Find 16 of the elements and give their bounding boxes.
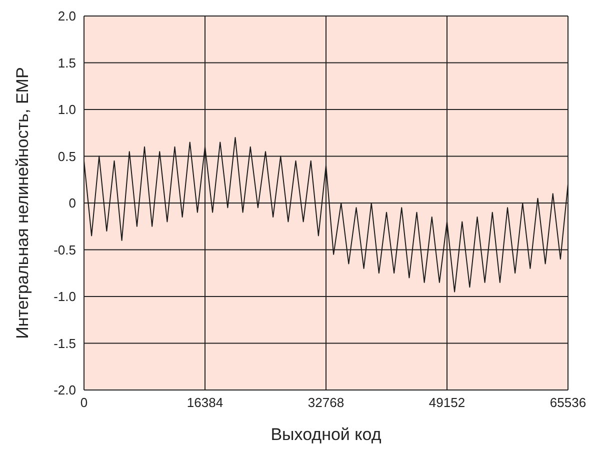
x-tick-label: 49152 — [428, 395, 466, 410]
y-tick-label: 2.0 — [58, 8, 76, 24]
y-tick-label: -2.0 — [54, 382, 76, 398]
x-tick-label: 16384 — [186, 395, 224, 410]
x-tick-label: 32768 — [308, 395, 344, 410]
y-tick-label: -0.5 — [54, 242, 76, 258]
y-tick-label: 0 — [68, 196, 76, 211]
y-tick-label: 1.5 — [58, 55, 76, 70]
x-axis-title: Выходной код — [270, 425, 382, 444]
y-tick-label: -1.0 — [54, 289, 76, 304]
y-axis-title: Интегральная нелинейность, ЕМР — [13, 67, 32, 339]
y-tick-label: -1.5 — [54, 336, 76, 351]
y-tick-label: 0.5 — [58, 148, 76, 164]
x-tick-label: 65536 — [550, 395, 586, 410]
x-tick-label: 0 — [80, 395, 88, 410]
y-tick-label: 1.0 — [58, 102, 76, 118]
